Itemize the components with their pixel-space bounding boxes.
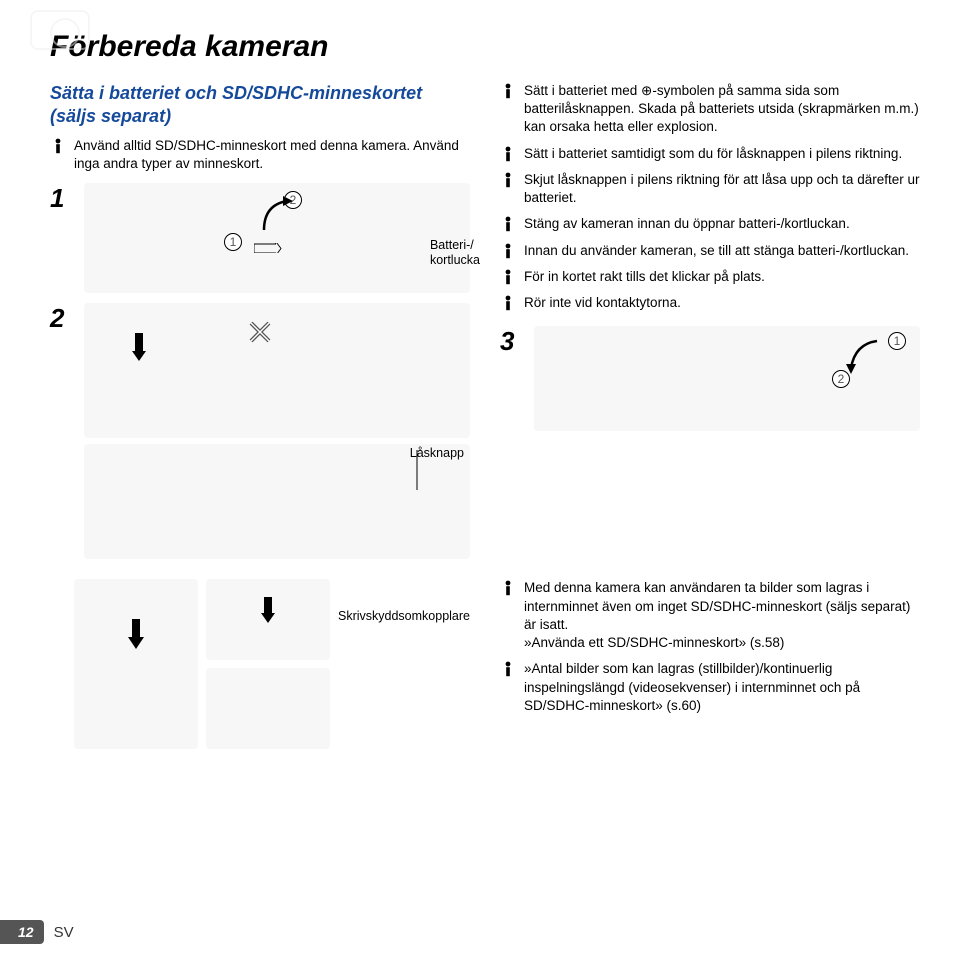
caution-icon bbox=[500, 580, 516, 596]
step-2-row: 2 bbox=[50, 303, 470, 438]
diagram-step-1: 1 2 Batteri-/ kortlucka bbox=[84, 183, 470, 293]
note-text: Sätt i batteriet med ⊕-symbolen på samma… bbox=[524, 82, 920, 137]
callout-line bbox=[416, 450, 418, 490]
lower-block: Skrivskyddsomkopplare Med denna kamera k… bbox=[50, 579, 920, 749]
circled-1: 1 bbox=[224, 233, 242, 251]
lower-right: Med denna kamera kan användaren ta bilde… bbox=[500, 579, 920, 749]
caution-note: Sätt i batteriet med ⊕-symbolen på samma… bbox=[500, 82, 920, 137]
caution-icon bbox=[500, 83, 516, 99]
right-column: Sätt i batteriet med ⊕-symbolen på samma… bbox=[500, 82, 920, 559]
caution-note: Med denna kamera kan användaren ta bilde… bbox=[500, 579, 920, 652]
open-arrow-icon bbox=[259, 195, 299, 235]
close-arrow-icon bbox=[845, 336, 885, 376]
lock-button-row: Låsknapp bbox=[50, 444, 470, 559]
caution-note: Stäng av kameran innan du öppnar batteri… bbox=[500, 215, 920, 233]
insert-arrow-icon bbox=[128, 619, 144, 649]
write-protect-label: Skrivskyddsomkopplare bbox=[338, 579, 470, 749]
circled-1: 1 bbox=[888, 332, 906, 350]
note-text: Stäng av kameran innan du öppnar batteri… bbox=[524, 215, 920, 233]
page-title: Förbereda kameran bbox=[50, 30, 920, 64]
caution-note: »Antal bilder som kan lagras (stillbilde… bbox=[500, 660, 920, 715]
diagram-step-2 bbox=[84, 303, 470, 438]
diagram-card-insert bbox=[74, 579, 198, 749]
note-text: Innan du använder kameran, se till att s… bbox=[524, 242, 920, 260]
step-number-2: 2 bbox=[50, 303, 74, 334]
two-column-layout: Sätta i batteriet och SD/SDHC-minneskort… bbox=[50, 82, 920, 559]
diagram-card-detail-2 bbox=[206, 668, 330, 749]
insert-arrow-icon bbox=[261, 597, 275, 623]
caution-icon bbox=[500, 146, 516, 162]
lower-left: Skrivskyddsomkopplare bbox=[50, 579, 470, 749]
step-number-1: 1 bbox=[50, 183, 74, 214]
caution-icon bbox=[500, 295, 516, 311]
caution-note: Skjut låsknappen i pilens riktning för a… bbox=[500, 171, 920, 207]
insert-arrow-icon bbox=[132, 333, 146, 361]
caution-note: Använd alltid SD/SDHC-minneskort med den… bbox=[50, 137, 470, 173]
page-number: 12 bbox=[0, 920, 44, 944]
language-code: SV bbox=[54, 924, 74, 941]
caution-note: Innan du använder kameran, se till att s… bbox=[500, 242, 920, 260]
caution-note: För in kortet rakt tills det klickar på … bbox=[500, 268, 920, 286]
note-text: Rör inte vid kontaktytorna. bbox=[524, 294, 920, 312]
note-text: Sätt i batteriet samtidigt som du för lå… bbox=[524, 145, 920, 163]
step-number-3: 3 bbox=[500, 326, 524, 357]
note-text: För in kortet rakt tills det klickar på … bbox=[524, 268, 920, 286]
left-column: Sätta i batteriet och SD/SDHC-minneskort… bbox=[50, 82, 470, 559]
caution-icon bbox=[500, 172, 516, 188]
battery-door-label: Batteri-/ kortlucka bbox=[430, 238, 480, 268]
caution-icon bbox=[500, 269, 516, 285]
diagram-card-detail-1 bbox=[206, 579, 330, 660]
slide-arrow-icon bbox=[254, 243, 284, 253]
diagram-lock-button: Låsknapp bbox=[84, 444, 470, 559]
caution-icon bbox=[500, 243, 516, 259]
caution-icon bbox=[500, 661, 516, 677]
diagram-step-3: 1 2 bbox=[534, 326, 920, 431]
caution-icon bbox=[50, 138, 66, 154]
note-text: Med denna kamera kan användaren ta bilde… bbox=[524, 579, 920, 652]
note-text: »Antal bilder som kan lagras (stillbilde… bbox=[524, 660, 920, 715]
note-text: Använd alltid SD/SDHC-minneskort med den… bbox=[74, 137, 470, 173]
section-subtitle: Sätta i batteriet och SD/SDHC-minneskort… bbox=[50, 82, 470, 127]
step-1-row: 1 1 2 Batteri-/ kortlucka bbox=[50, 183, 470, 293]
decorative-camera-outline bbox=[30, 10, 90, 50]
caution-note: Rör inte vid kontaktytorna. bbox=[500, 294, 920, 312]
caution-icon bbox=[500, 216, 516, 232]
caution-note: Sätt i batteriet samtidigt som du för lå… bbox=[500, 145, 920, 163]
incorrect-x-icon bbox=[249, 321, 271, 343]
page-footer: 12 SV bbox=[0, 920, 74, 944]
note-text: Skjut låsknappen i pilens riktning för a… bbox=[524, 171, 920, 207]
step-3-row: 3 1 2 bbox=[500, 326, 920, 431]
